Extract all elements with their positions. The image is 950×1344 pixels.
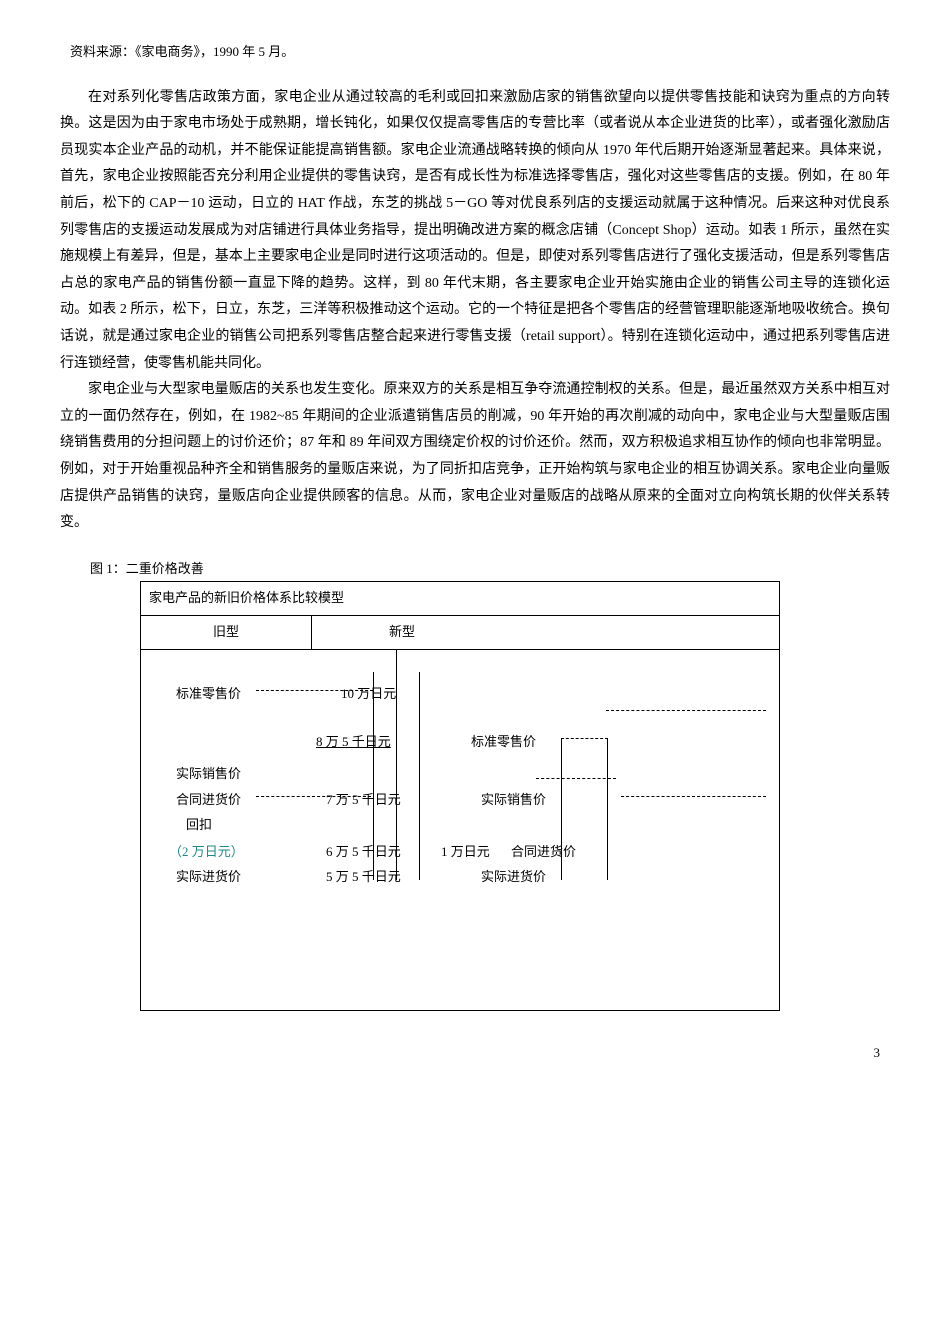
diagram-title: 家电产品的新旧价格体系比较模型	[140, 581, 780, 616]
val-55: 5 万 5 千日元	[326, 865, 401, 890]
dash-new-mid2	[621, 796, 766, 797]
dash-new-top	[606, 710, 766, 711]
diagram-header: 旧型 新型	[140, 616, 780, 650]
lbl-actual-buy: 实际进货价	[176, 865, 241, 890]
dash-2	[256, 796, 371, 797]
val-75: 7 万 5 千日元	[326, 788, 401, 813]
figure-caption: 图 1：二重价格改善	[90, 557, 890, 582]
val-65: 6 万 5 千日元	[326, 840, 401, 865]
val-10: 10 万日元	[341, 682, 396, 707]
r-1man: 1 万日元	[441, 840, 490, 865]
diagram-body: 标准零售价 实际销售价 合同进货价 回扣 （2 万日元） 实际进货价 10 万日…	[140, 650, 780, 1011]
source-note: 资料来源：《家电商务》，1990 年 5 月。	[70, 40, 890, 65]
page-number: 3	[60, 1041, 890, 1066]
dash-new-mid	[536, 778, 616, 779]
r-contract-buy: 合同进货价	[511, 840, 576, 865]
val-85: 8 万 5 千日元	[316, 730, 391, 755]
lbl-rebate: 回扣	[186, 813, 212, 838]
dash-1	[256, 690, 373, 691]
r-actual-buy: 实际进货价	[481, 865, 546, 890]
col-old: 旧型	[141, 616, 312, 649]
paragraph-2: 家电企业与大型家电量贩店的关系也发生变化。原来双方的关系是相互争夺流通控制权的关…	[60, 377, 890, 537]
lbl-rebate-amt: （2 万日元）	[169, 840, 244, 865]
paragraph-1: 在对系列化零售店政策方面，家电企业从通过较高的毛利或回扣来激励店家的销售欲望向以…	[60, 85, 890, 378]
lbl-actual-sell: 实际销售价	[176, 762, 241, 787]
price-diagram: 家电产品的新旧价格体系比较模型 旧型 新型 标准零售价 实际销售价 合同进货价 …	[140, 581, 780, 1010]
lbl-std-retail: 标准零售价	[176, 682, 241, 707]
r-std-retail: 标准零售价	[471, 730, 536, 755]
r-actual-sell: 实际销售价	[481, 788, 546, 813]
lbl-contract-buy: 合同进货价	[176, 788, 241, 813]
col-new: 新型	[312, 616, 492, 649]
